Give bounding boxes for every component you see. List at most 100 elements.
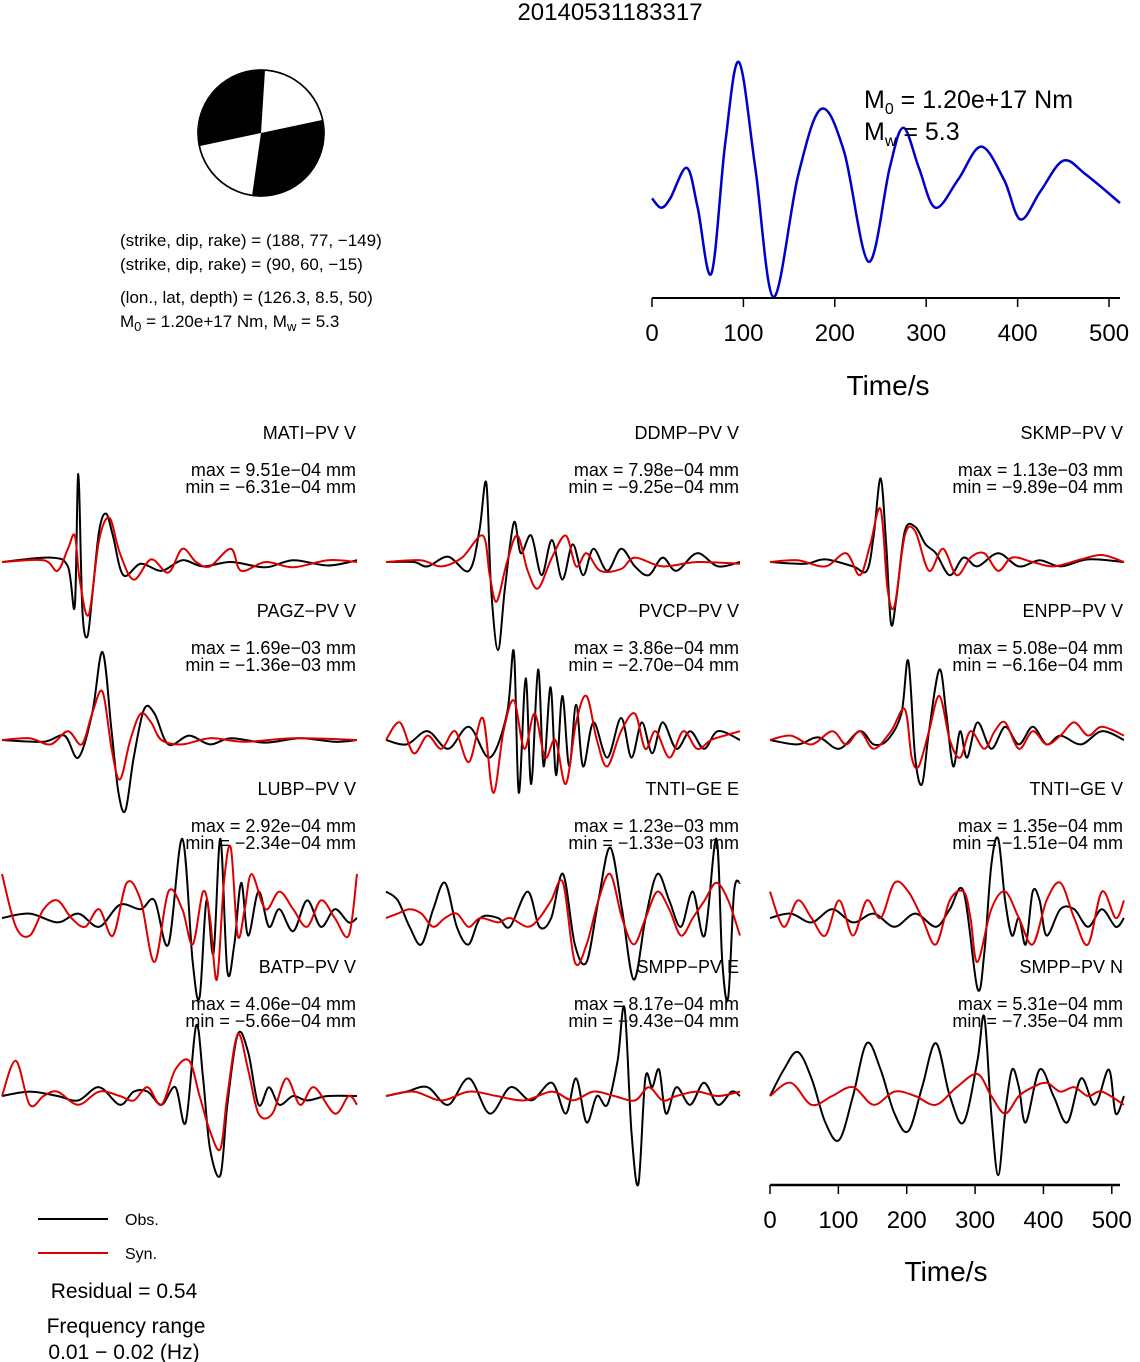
station-label: TNTI−GE V: [1029, 779, 1123, 799]
observed-waveform: [1, 650, 358, 813]
synthetic-waveform: [385, 1086, 741, 1102]
observed-waveform: [769, 477, 1125, 627]
focal-mechanism-beachball: [197, 69, 325, 197]
waveform-tick-label: 0: [763, 1207, 776, 1234]
stf-moment-label: M0 = 1.20e+17 Nm: [864, 86, 1073, 118]
waveform-tick-label: 100: [818, 1207, 858, 1234]
station-max-label: max = 1.13e−03 mm: [958, 460, 1123, 480]
station-min-label: min = −5.66e−04 mm: [185, 1011, 356, 1031]
legend-obs-label: Obs.: [125, 1212, 159, 1229]
observed-waveform: [769, 836, 1125, 992]
station-label: PVCP−PV V: [638, 601, 739, 621]
station-min-label: min = −7.35e−04 mm: [952, 1011, 1123, 1031]
residual-label: Residual = 0.54: [51, 1280, 198, 1303]
station-label: SMPP−PV E: [636, 957, 739, 977]
station-max-label: max = 1.23e−03 mm: [574, 816, 739, 836]
stf-tick-label: 300: [906, 320, 946, 347]
source-time-function-plot: 0 100 200 300 400 500: [645, 60, 1129, 347]
synthetic-waveform: [1, 1033, 358, 1152]
mechanism-location: (lon., lat, depth) = (126.3, 8.5, 50): [120, 288, 373, 307]
mechanism-plane-2: (strike, dip, rake) = (90, 60, −15): [120, 255, 363, 274]
mechanism-moment: M0 = 1.20e+17 Nm, Mw = 5.3: [120, 312, 339, 334]
station-min-label: min = −2.34e−04 mm: [185, 833, 356, 853]
synthetic-waveform: [1, 689, 358, 781]
station-min-label: min = −1.51e−04 mm: [952, 833, 1123, 853]
stf-tick-label: 100: [723, 320, 763, 347]
frequency-range-value: 0.01 − 0.02 (Hz): [48, 1341, 199, 1362]
synthetic-waveform: [769, 880, 1125, 964]
station-label: SKMP−PV V: [1020, 423, 1123, 443]
station-label: MATI−PV V: [263, 423, 356, 443]
observed-waveform: [1, 1023, 358, 1178]
legend: Obs. Syn. Residual = 0.54 Frequency rang…: [38, 1212, 205, 1362]
synthetic-waveform: [1, 516, 358, 617]
station-min-label: min = −9.89e−04 mm: [952, 477, 1123, 497]
synthetic-waveform: [385, 694, 741, 794]
legend-syn-label: Syn.: [125, 1246, 157, 1263]
station-label: DDMP−PV V: [634, 423, 739, 443]
observed-waveform: [769, 1014, 1125, 1177]
stf-tick-label: 500: [1089, 320, 1129, 347]
observed-waveform: [1, 472, 358, 639]
station-label: ENPP−PV V: [1022, 601, 1123, 621]
waveform-tick-label: 400: [1023, 1207, 1063, 1234]
synthetic-waveform: [1, 844, 358, 981]
waveform-xlabel: Time/s: [905, 1256, 988, 1287]
station-min-label: min = −6.31e−04 mm: [185, 477, 356, 497]
stf-tick-label: 0: [645, 320, 658, 347]
observed-waveform: [385, 480, 741, 652]
observed-waveform: [1, 837, 358, 1001]
station-label: PAGZ−PV V: [257, 601, 356, 621]
station-max-label: max = 1.69e−03 mm: [191, 638, 356, 658]
synthetic-waveform: [385, 872, 741, 967]
observed-waveform: [385, 1005, 741, 1187]
station-label: BATP−PV V: [259, 957, 356, 977]
station-max-label: max = 1.35e−04 mm: [958, 816, 1123, 836]
waveform-tick-label: 500: [1092, 1207, 1132, 1234]
station-max-label: max = 8.17e−04 mm: [574, 994, 739, 1014]
station-max-label: max = 3.86e−04 mm: [574, 638, 739, 658]
station-max-label: max = 7.98e−04 mm: [574, 460, 739, 480]
waveform-tick-label: 300: [955, 1207, 995, 1234]
station-label: TNTI−GE E: [645, 779, 739, 799]
station-max-label: max = 4.06e−04 mm: [191, 994, 356, 1014]
station-label: LUBP−PV V: [257, 779, 356, 799]
stf-tick-label: 400: [998, 320, 1038, 347]
synthetic-waveform: [769, 694, 1125, 770]
stf-tick-label: 200: [815, 320, 855, 347]
station-label: SMPP−PV N: [1019, 957, 1123, 977]
station-min-label: min = −9.43e−04 mm: [568, 1011, 739, 1031]
synthetic-waveform: [385, 534, 741, 603]
station-min-label: min = −1.36e−03 mm: [185, 655, 356, 675]
stf-magnitude-label: Mw = 5.3: [864, 118, 960, 150]
station-max-label: max = 2.92e−04 mm: [191, 816, 356, 836]
station-min-label: min = −9.25e−04 mm: [568, 477, 739, 497]
synthetic-waveform: [769, 1072, 1125, 1115]
synthetic-waveform: [769, 507, 1125, 611]
stf-xlabel: Time/s: [847, 370, 930, 401]
waveform-tick-label: 200: [887, 1207, 927, 1234]
event-title: 20140531183317: [517, 0, 702, 26]
station-max-label: max = 5.08e−04 mm: [958, 638, 1123, 658]
observed-waveform: [385, 649, 741, 794]
stf-curve: [651, 60, 1121, 299]
mechanism-plane-1: (strike, dip, rake) = (188, 77, −149): [120, 231, 382, 250]
waveform-time-axis: 0 100 200 300 400 500: [763, 1183, 1132, 1234]
frequency-range-title: Frequency range: [47, 1315, 206, 1338]
station-max-label: max = 5.31e−04 mm: [958, 994, 1123, 1014]
station-min-label: min = −6.16e−04 mm: [952, 655, 1123, 675]
